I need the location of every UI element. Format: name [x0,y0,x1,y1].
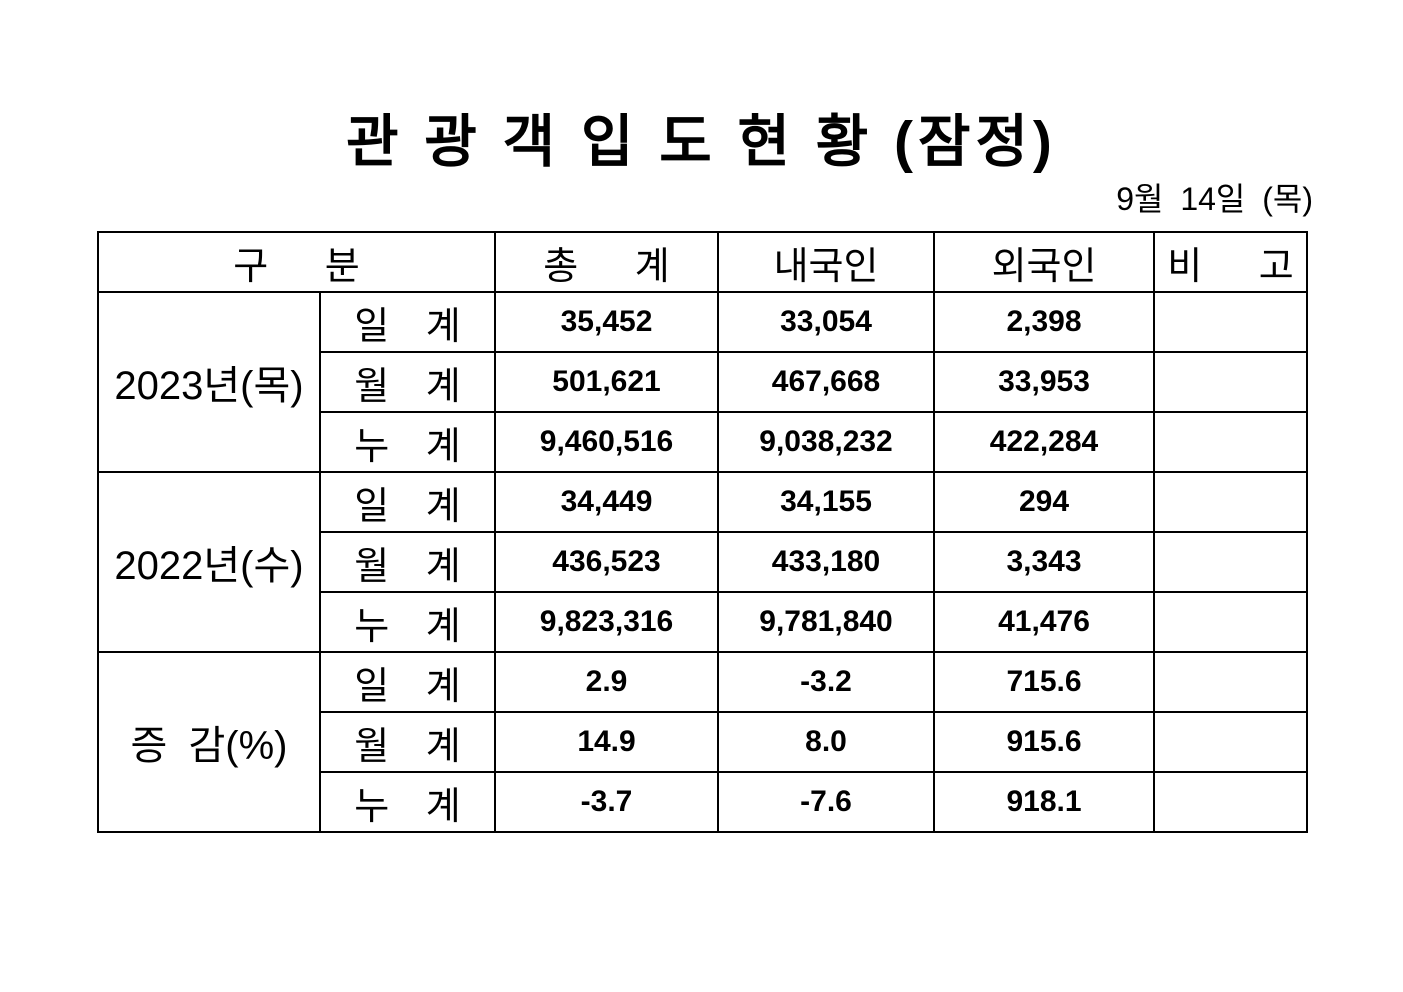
header-domestic: 내국인 [717,231,936,293]
cell-domestic: 33,054 [717,291,936,353]
table-row: 증 감(%) 일 계 2.9 -3.2 715.6 [97,651,1309,833]
cell-foreign: 715.6 [933,651,1156,713]
table-row: 누 계 -3.7 -7.6 918.1 [98,771,1309,833]
table-row: 월 계 436,523 433,180 3,343 [98,531,1309,593]
cell-note [1153,711,1309,773]
table-row: 2023년(목) 일 계 35,452 33,054 2,398 [97,291,1309,473]
cell-total: 34,449 [494,471,720,533]
cell-total: 2.9 [494,651,720,713]
table-row: 2022년(수) 일 계 34,449 34,155 294 [97,471,1309,653]
row-label-daily: 일 계 [318,471,497,533]
cell-note [1153,531,1309,593]
cell-domestic: 8.0 [717,711,936,773]
table-row: 월 계 501,621 467,668 33,953 [98,351,1309,413]
table-header-row: 구 분 총 계 내국인 외국인 비 고 [96,231,1309,293]
cell-domestic: 9,781,840 [717,591,936,653]
row-label-cumulative: 누 계 [318,411,497,473]
cell-domestic: 433,180 [717,531,936,593]
table-row: 누 계 9,823,316 9,781,840 41,476 [98,591,1309,653]
cell-foreign: 41,476 [933,591,1156,653]
cell-note [1153,771,1309,833]
cell-domestic: -3.2 [717,651,936,713]
cell-note [1153,291,1309,353]
cell-foreign: 422,284 [933,411,1156,473]
cell-foreign: 2,398 [933,291,1156,353]
row-label-monthly: 월 계 [318,711,497,773]
group-label-2022: 2022년(수) [97,471,321,653]
header-total: 총 계 [494,231,720,293]
tourist-arrival-table: 구 분 총 계 내국인 외국인 비 고 2023년(목) 일 계 35,452 … [96,231,1309,833]
row-label-cumulative: 누 계 [318,591,497,653]
cell-domestic: 9,038,232 [717,411,936,473]
group-label-2023: 2023년(목) [97,291,321,473]
page-title: 관 광 객 입 도 현 황 (잠정) [346,110,1057,174]
cell-note [1153,471,1309,533]
table-row: 월 계 14.9 8.0 915.6 [98,711,1309,773]
cell-foreign: 3,343 [933,531,1156,593]
cell-total: 35,452 [494,291,720,353]
cell-total: 9,460,516 [494,411,720,473]
cell-total: 436,523 [494,531,720,593]
cell-foreign: 33,953 [933,351,1156,413]
cell-domestic: 467,668 [717,351,936,413]
cell-total: 14.9 [494,711,720,773]
cell-note [1153,651,1309,713]
cell-domestic: -7.6 [717,771,936,833]
cell-note [1153,591,1309,653]
group-label-change-pct: 증 감(%) [97,651,321,833]
row-label-daily: 일 계 [318,651,497,713]
cell-total: 9,823,316 [494,591,720,653]
header-foreign: 외국인 [933,231,1156,293]
header-category: 구 분 [96,231,497,293]
row-label-daily: 일 계 [318,291,497,353]
header-note: 비 고 [1153,231,1309,293]
cell-foreign: 915.6 [933,711,1156,773]
row-label-monthly: 월 계 [318,531,497,593]
row-label-cumulative: 누 계 [318,771,497,833]
cell-note [1153,411,1309,473]
table-row: 누 계 9,460,516 9,038,232 422,284 [98,411,1309,473]
cell-domestic: 34,155 [717,471,936,533]
cell-foreign: 294 [933,471,1156,533]
cell-total: -3.7 [494,771,720,833]
cell-note [1153,351,1309,413]
cell-total: 501,621 [494,351,720,413]
row-label-monthly: 월 계 [318,351,497,413]
report-date: 9월 14일 (목) [1116,181,1313,217]
cell-foreign: 918.1 [933,771,1156,833]
